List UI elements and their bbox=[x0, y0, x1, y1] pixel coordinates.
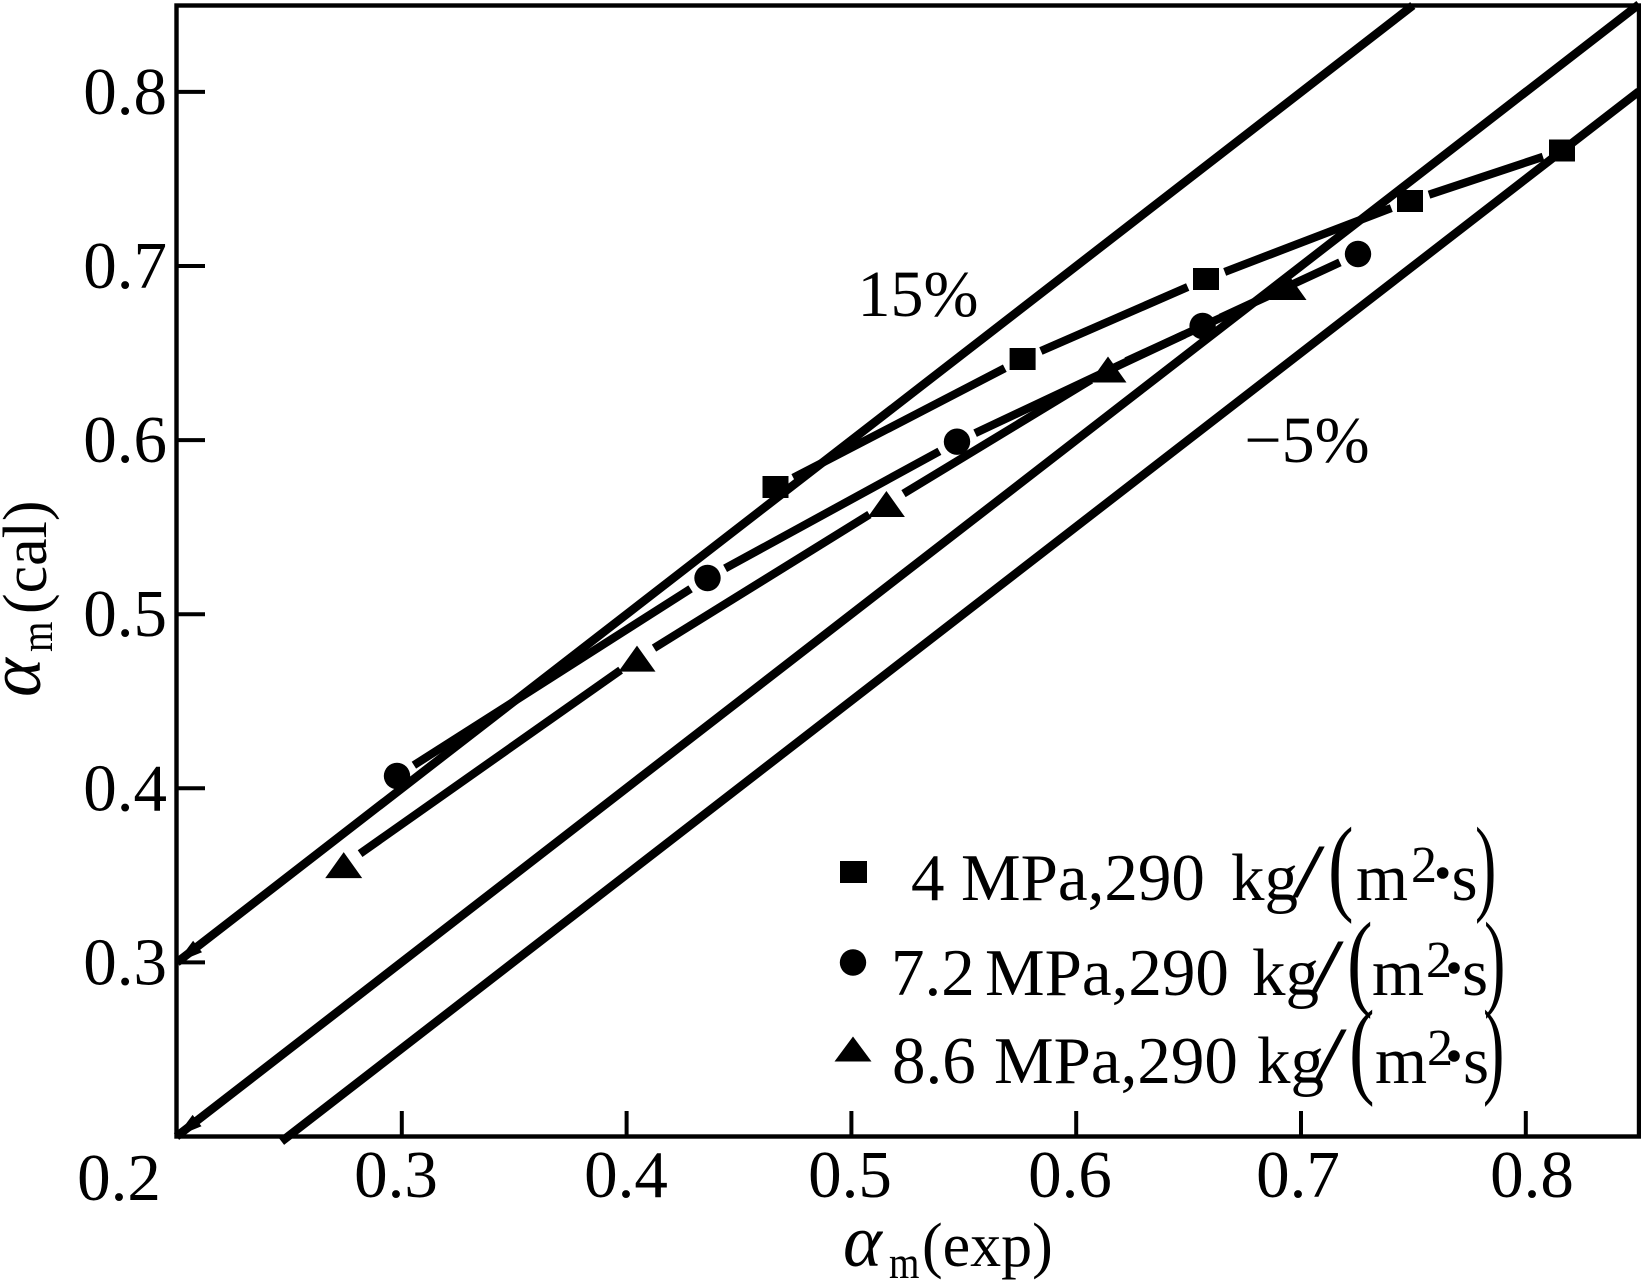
svg-text:0.5: 0.5 bbox=[808, 1138, 892, 1212]
svg-text:0.6: 0.6 bbox=[1028, 1138, 1112, 1212]
svg-text:2: 2 bbox=[1426, 932, 1452, 989]
svg-text:MPa,290: MPa,290 bbox=[985, 936, 1229, 1010]
svg-text:): ) bbox=[1475, 806, 1496, 925]
svg-text:2: 2 bbox=[1427, 1020, 1453, 1077]
svg-text:4: 4 bbox=[911, 841, 945, 915]
svg-text:0.6: 0.6 bbox=[83, 403, 167, 477]
svg-text:/: / bbox=[1314, 1013, 1347, 1097]
svg-text:s: s bbox=[1462, 936, 1488, 1010]
svg-text:0.4: 0.4 bbox=[83, 751, 167, 825]
svg-text:0.8: 0.8 bbox=[83, 55, 167, 129]
svg-text:MPa,290: MPa,290 bbox=[994, 1024, 1238, 1098]
svg-text:(cal): (cal) bbox=[0, 500, 60, 614]
svg-text:kg: kg bbox=[1231, 841, 1298, 915]
svg-text:(: ( bbox=[1347, 902, 1373, 1020]
svg-text:/: / bbox=[1292, 830, 1325, 914]
svg-text:0.2: 0.2 bbox=[77, 1141, 161, 1215]
svg-text:α: α bbox=[0, 656, 57, 697]
svg-text:7.2: 7.2 bbox=[891, 936, 975, 1010]
svg-text:m: m bbox=[1375, 1024, 1427, 1098]
svg-text:0.3: 0.3 bbox=[83, 925, 167, 999]
svg-text:kg: kg bbox=[1257, 1024, 1324, 1098]
svg-text:(: ( bbox=[1328, 807, 1354, 925]
svg-text:m: m bbox=[1372, 936, 1424, 1010]
svg-text:α: α bbox=[843, 1201, 884, 1280]
svg-text:0.8: 0.8 bbox=[1490, 1138, 1574, 1212]
svg-text:8.6: 8.6 bbox=[892, 1024, 976, 1098]
svg-text:(: ( bbox=[1349, 990, 1375, 1108]
svg-text:0.5: 0.5 bbox=[83, 577, 167, 651]
svg-text:15%: 15% bbox=[858, 258, 979, 331]
svg-text:kg: kg bbox=[1252, 936, 1319, 1010]
svg-text:s: s bbox=[1452, 841, 1478, 915]
svg-text:s: s bbox=[1463, 1024, 1489, 1098]
svg-text:0.7: 0.7 bbox=[83, 229, 167, 303]
svg-text:0.3: 0.3 bbox=[354, 1138, 438, 1212]
svg-text:): ) bbox=[1484, 901, 1505, 1020]
svg-text:m: m bbox=[1356, 841, 1408, 915]
svg-text:/: / bbox=[1311, 925, 1344, 1009]
svg-text:2: 2 bbox=[1411, 837, 1437, 894]
svg-text:MPa,290: MPa,290 bbox=[961, 841, 1205, 915]
svg-text:(exp): (exp) bbox=[922, 1212, 1053, 1280]
svg-text:−5%: −5% bbox=[1244, 404, 1369, 477]
svg-text:): ) bbox=[1483, 989, 1504, 1108]
svg-text:0.7: 0.7 bbox=[1256, 1138, 1340, 1212]
svg-text:0.4: 0.4 bbox=[584, 1138, 668, 1212]
